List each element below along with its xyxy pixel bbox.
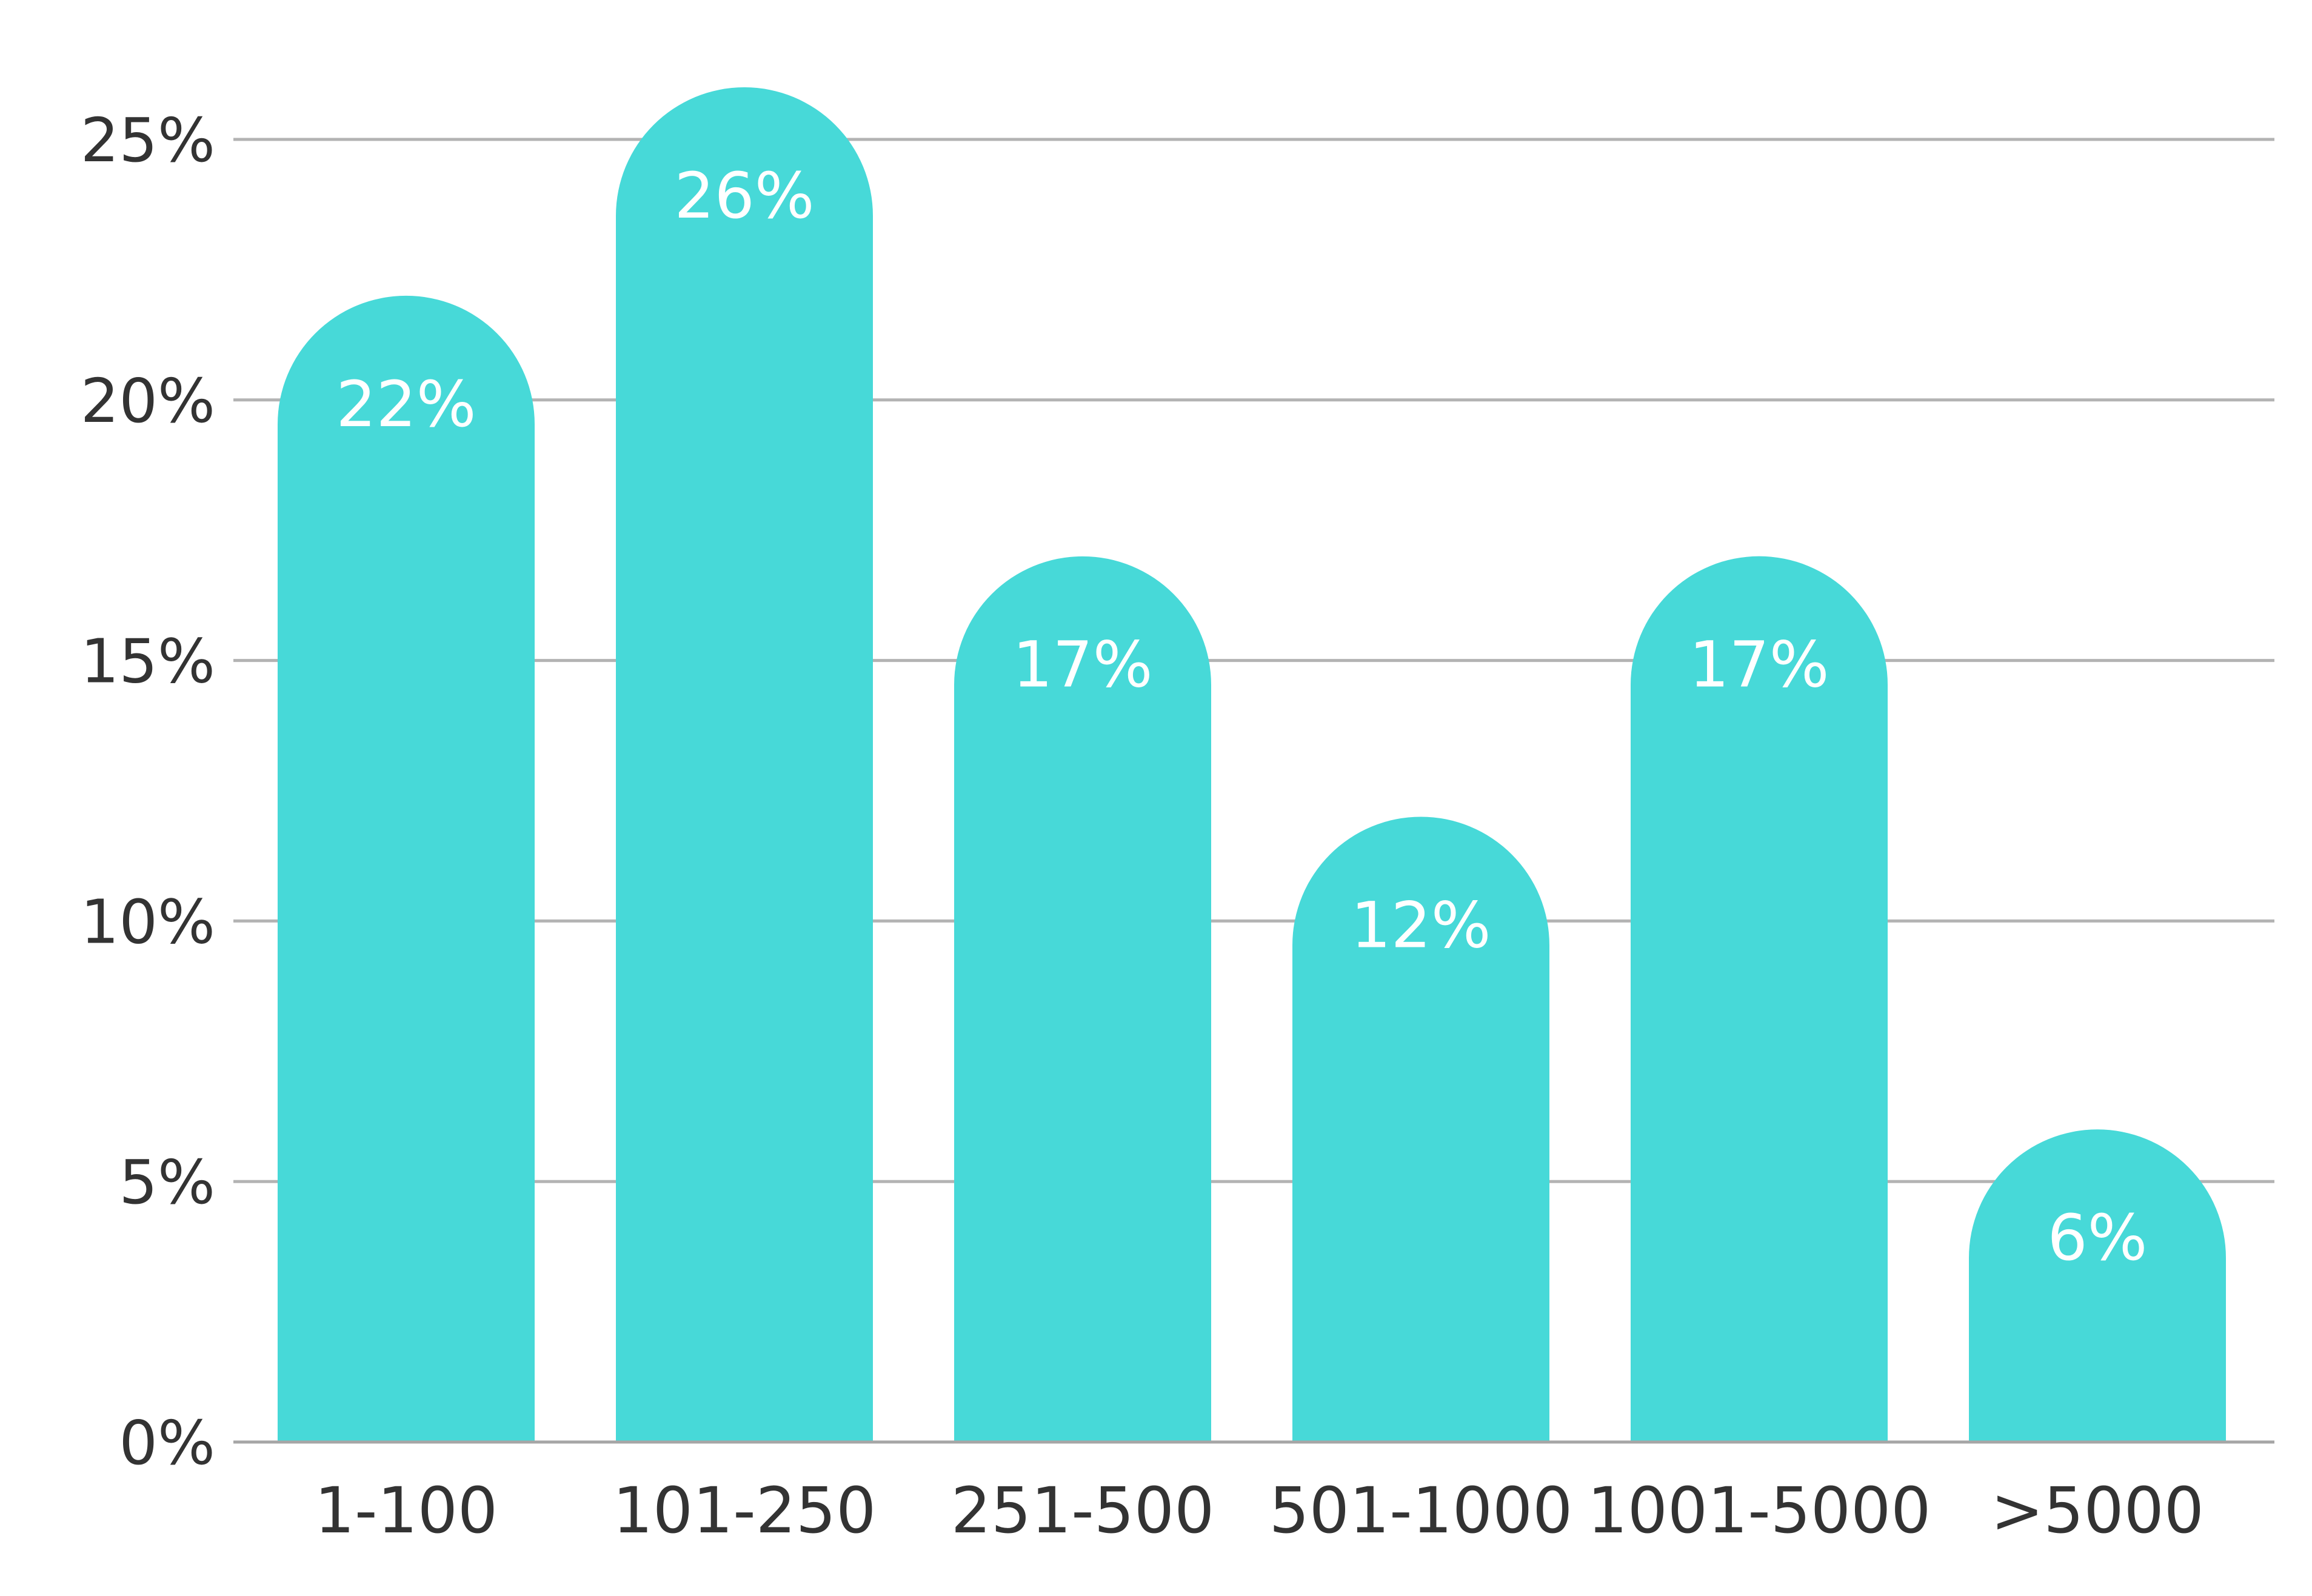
data-label: 17% bbox=[1689, 628, 1829, 702]
y-tick-label: 10% bbox=[81, 886, 215, 957]
bar bbox=[954, 556, 1211, 1442]
x-tick-label: 1001-5000 bbox=[1588, 1474, 1931, 1548]
bar bbox=[278, 295, 535, 1442]
x-tick-label: 501-1000 bbox=[1269, 1474, 1573, 1548]
x-tick-label: 101-250 bbox=[613, 1474, 877, 1548]
data-label: 26% bbox=[674, 159, 814, 233]
x-tick-label: 1-100 bbox=[315, 1474, 498, 1548]
bar bbox=[616, 87, 873, 1442]
y-tick-label: 15% bbox=[81, 626, 215, 697]
bars bbox=[278, 87, 2226, 1442]
gridlines bbox=[233, 138, 2274, 1183]
x-tick-label: >5000 bbox=[1991, 1474, 2204, 1548]
y-tick-label: 20% bbox=[81, 366, 215, 436]
y-tick-label: 5% bbox=[119, 1147, 215, 1218]
y-axis-ticks: 0% 5% 10% 15% 20% 25% bbox=[81, 105, 215, 1478]
bar bbox=[1631, 556, 1888, 1442]
bar bbox=[1292, 816, 1549, 1442]
data-label: 6% bbox=[2048, 1201, 2148, 1275]
x-axis-ticks: 1-100 101-250 251-500 501-1000 1001-5000 >500… bbox=[315, 1474, 2204, 1548]
y-tick-label: 25% bbox=[81, 105, 215, 176]
y-tick-label: 0% bbox=[119, 1407, 215, 1478]
bar bbox=[1969, 1129, 2226, 1442]
data-label: 17% bbox=[1012, 628, 1152, 702]
data-label: 22% bbox=[336, 367, 476, 441]
x-tick-label: 251-500 bbox=[951, 1474, 1215, 1548]
data-label: 12% bbox=[1351, 888, 1491, 962]
data-labels: 22% 26% 17% 12% 17% 6% bbox=[336, 159, 2147, 1275]
